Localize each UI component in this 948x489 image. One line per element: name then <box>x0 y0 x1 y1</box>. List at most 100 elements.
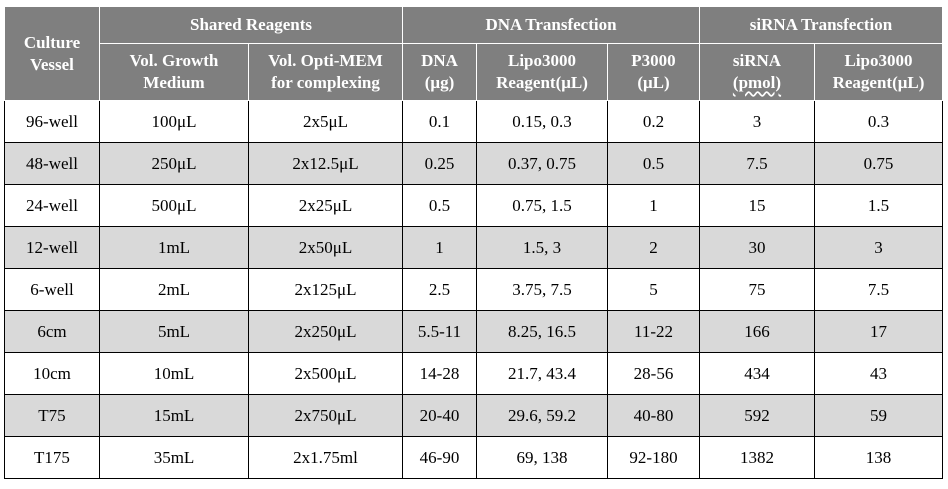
vessel-cell: 96-well <box>4 100 100 143</box>
opti-mem-cell: 2x50μL <box>248 226 403 269</box>
opti-mem-cell: 2x500μL <box>248 352 403 395</box>
dna-amount-cell: 0.5 <box>402 184 477 227</box>
sirna-amount-cell: 3 <box>699 100 815 143</box>
vessel-cell: 6cm <box>4 310 100 353</box>
sirna-lipo3000-cell: 7.5 <box>814 268 943 311</box>
dna-amount-cell: 1 <box>402 226 477 269</box>
growth-medium-cell: 2mL <box>99 268 249 311</box>
growth-medium-header: Vol. Growth Medium <box>99 43 249 101</box>
table-row: 10cm 10mL 2x500μL 14-28 21.7, 43.4 28-56… <box>4 352 943 395</box>
vessel-cell: 24-well <box>4 184 100 227</box>
sirna-lipo3000-cell: 138 <box>814 436 943 479</box>
column-header-row: Vol. Growth Medium Vol. Opti-MEM for com… <box>5 43 943 101</box>
sirna-amount-cell: 75 <box>699 268 815 311</box>
table-row: 6-well 2mL 2x125μL 2.5 3.75, 7.5 5 75 7.… <box>4 268 943 311</box>
opti-mem-cell: 2x1.75ml <box>248 436 403 479</box>
vessel-cell: 10cm <box>4 352 100 395</box>
p3000-header-line2: (μL) <box>637 73 670 92</box>
growth-medium-cell: 500μL <box>99 184 249 227</box>
p3000-cell: 11-22 <box>607 310 700 353</box>
p3000-cell: 0.2 <box>607 100 700 143</box>
table-row: 12-well 1mL 2x50μL 1 1.5, 3 2 30 3 <box>4 226 943 269</box>
sirna-lipo3000-header-line2: Reagent(μL) <box>832 73 925 92</box>
sirna-amount-header-line1: siRNA <box>732 51 782 70</box>
transfection-table-container: Culture Vessel Shared Reagents DNA Trans… <box>4 6 943 479</box>
dna-lipo3000-cell: 21.7, 43.4 <box>476 352 608 395</box>
growth-medium-cell: 250μL <box>99 142 249 185</box>
dna-lipo3000-cell: 0.37, 0.75 <box>476 142 608 185</box>
opti-mem-cell: 2x25μL <box>248 184 403 227</box>
sirna-amount-header: siRNA (pmol) <box>699 43 815 101</box>
growth-medium-cell: 100μL <box>99 100 249 143</box>
sirna-lipo3000-cell: 0.75 <box>814 142 943 185</box>
dna-amount-header: DNA (μg) <box>402 43 477 101</box>
table-row: T75 15mL 2x750μL 20-40 29.6, 59.2 40-80 … <box>4 394 943 437</box>
dna-lipo3000-cell: 69, 138 <box>476 436 608 479</box>
growth-medium-cell: 1mL <box>99 226 249 269</box>
p3000-header-line1: P3000 <box>631 51 676 70</box>
p3000-cell: 28-56 <box>607 352 700 395</box>
sirna-lipo3000-header: Lipo3000 Reagent(μL) <box>814 43 943 101</box>
sirna-lipo3000-header-line1: Lipo3000 <box>844 51 913 70</box>
growth-medium-cell: 35mL <box>99 436 249 479</box>
dna-lipo3000-cell: 0.15, 0.3 <box>476 100 608 143</box>
shared-reagents-header: Shared Reagents <box>99 6 403 44</box>
opti-mem-cell: 2x5μL <box>248 100 403 143</box>
dna-transfection-header: DNA Transfection <box>402 6 700 44</box>
sirna-lipo3000-cell: 43 <box>814 352 943 395</box>
sirna-amount-cell: 7.5 <box>699 142 815 185</box>
sirna-lipo3000-cell: 0.3 <box>814 100 943 143</box>
vessel-cell: 12-well <box>4 226 100 269</box>
table-row: 6cm 5mL 2x250μL 5.5-11 8.25, 16.5 11-22 … <box>4 310 943 353</box>
growth-medium-cell: 5mL <box>99 310 249 353</box>
sirna-lipo3000-cell: 1.5 <box>814 184 943 227</box>
growth-medium-cell: 15mL <box>99 394 249 437</box>
sirna-amount-header-line2: (pmol) <box>732 73 782 92</box>
sirna-amount-cell: 434 <box>699 352 815 395</box>
dna-amount-cell: 46-90 <box>402 436 477 479</box>
table-row: 96-well 100μL 2x5μL 0.1 0.15, 0.3 0.2 3 … <box>4 100 943 143</box>
table-row: T175 35mL 2x1.75ml 46-90 69, 138 92-180 … <box>4 436 943 479</box>
dna-amount-cell: 14-28 <box>402 352 477 395</box>
sirna-lipo3000-cell: 3 <box>814 226 943 269</box>
dna-amount-header-line2: (μg) <box>424 73 455 92</box>
sirna-amount-cell: 1382 <box>699 436 815 479</box>
vessel-cell: 48-well <box>4 142 100 185</box>
sirna-amount-cell: 30 <box>699 226 815 269</box>
p3000-header: P3000 (μL) <box>607 43 700 101</box>
vessel-cell: T175 <box>4 436 100 479</box>
p3000-cell: 40-80 <box>607 394 700 437</box>
dna-amount-header-line1: DNA <box>421 51 458 70</box>
vessel-cell: T75 <box>4 394 100 437</box>
transfection-table: Culture Vessel Shared Reagents DNA Trans… <box>4 6 943 479</box>
opti-mem-header: Vol. Opti-MEM for complexing <box>248 43 403 101</box>
table-row: 48-well 250μL 2x12.5μL 0.25 0.37, 0.75 0… <box>4 142 943 185</box>
p3000-cell: 2 <box>607 226 700 269</box>
vessel-cell: 6-well <box>4 268 100 311</box>
opti-mem-header-line2: for complexing <box>271 73 380 92</box>
sirna-amount-cell: 166 <box>699 310 815 353</box>
growth-medium-cell: 10mL <box>99 352 249 395</box>
opti-mem-cell: 2x125μL <box>248 268 403 311</box>
dna-amount-cell: 20-40 <box>402 394 477 437</box>
dna-amount-cell: 0.25 <box>402 142 477 185</box>
p3000-cell: 92-180 <box>607 436 700 479</box>
dna-lipo3000-cell: 1.5, 3 <box>476 226 608 269</box>
growth-medium-header-line1: Vol. Growth <box>129 51 219 70</box>
table-row: 24-well 500μL 2x25μL 0.5 0.75, 1.5 1 15 … <box>4 184 943 227</box>
dna-lipo3000-cell: 8.25, 16.5 <box>476 310 608 353</box>
opti-mem-cell: 2x250μL <box>248 310 403 353</box>
p3000-cell: 1 <box>607 184 700 227</box>
p3000-cell: 5 <box>607 268 700 311</box>
sirna-lipo3000-cell: 59 <box>814 394 943 437</box>
opti-mem-cell: 2x12.5μL <box>248 142 403 185</box>
dna-lipo3000-cell: 3.75, 7.5 <box>476 268 608 311</box>
sirna-amount-cell: 592 <box>699 394 815 437</box>
dna-lipo3000-cell: 0.75, 1.5 <box>476 184 608 227</box>
group-header-row: Culture Vessel Shared Reagents DNA Trans… <box>4 6 943 101</box>
dna-amount-cell: 2.5 <box>402 268 477 311</box>
opti-mem-cell: 2x750μL <box>248 394 403 437</box>
dna-lipo3000-cell: 29.6, 59.2 <box>476 394 608 437</box>
dna-amount-cell: 0.1 <box>402 100 477 143</box>
sirna-amount-cell: 15 <box>699 184 815 227</box>
